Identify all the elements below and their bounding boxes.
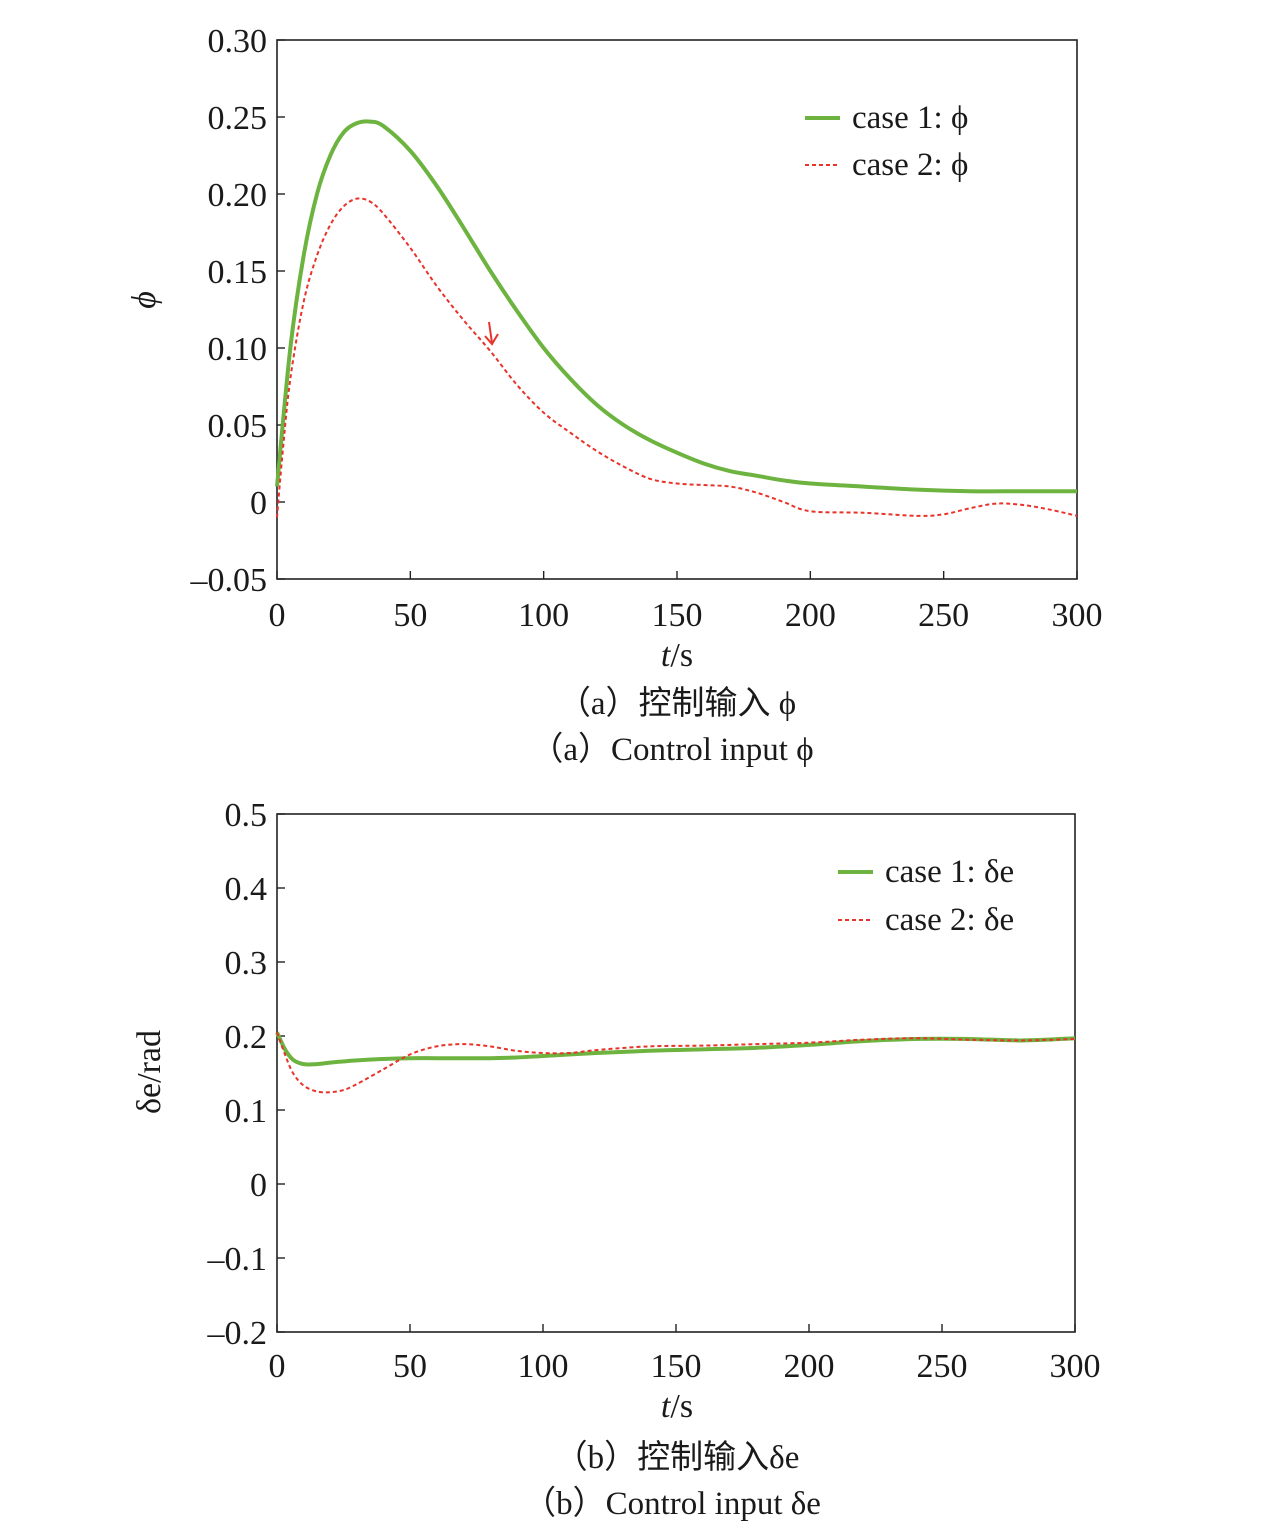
y-tick-label-b: –0.2 xyxy=(207,1315,268,1352)
x-tick-label-a: 100 xyxy=(518,597,569,634)
legend-entry-case1-b: case 1: δe xyxy=(885,854,1014,890)
plot-frame-b xyxy=(276,813,1076,1333)
y-tick-label-a: 0.05 xyxy=(208,408,268,445)
x-tick-label-a: 200 xyxy=(785,597,836,634)
y-tick-label-a: 0.30 xyxy=(208,23,268,60)
y-tick-label-a: 0.20 xyxy=(208,177,268,214)
legend-entry-case2-a: case 2: ϕ xyxy=(852,147,968,183)
caption-cn-a: （a）控制输入 ϕ xyxy=(558,685,796,722)
y-tick-label-a: 0.10 xyxy=(208,331,268,368)
x-tick-label-a: 300 xyxy=(1052,597,1103,634)
caption-en-a: （a）Control input ϕ xyxy=(530,732,813,768)
x-tick-label-b: 50 xyxy=(393,1348,427,1385)
x-tick-label-a: 0 xyxy=(269,597,286,634)
ticks-a: 0 50 100 150 200 250 300–0.0500.050.100.150.20… xyxy=(190,23,1103,634)
caption-en-b: （b）Control input δe xyxy=(523,1486,821,1522)
y-tick-label-a: 0 xyxy=(250,485,267,522)
series-lines-b xyxy=(275,1031,1076,1094)
x-tick-label-b: 150 xyxy=(651,1348,702,1385)
legend-b: case 1: δe case 2: δe xyxy=(838,854,1014,938)
y-tick-label-a: 0.15 xyxy=(208,254,268,291)
y-tick-label-b: 0.4 xyxy=(225,871,268,908)
y-tick-label-a: –0.05 xyxy=(190,562,268,599)
y-tick-label-b: 0.1 xyxy=(225,1093,268,1130)
x-tick-label-b: 200 xyxy=(784,1348,835,1385)
x-axis-label-b: t/s xyxy=(661,1388,693,1425)
y-axis-label-a: ϕ xyxy=(126,291,163,309)
series-line-case1-a xyxy=(275,119,1078,494)
legend-a: case 1: ϕ case 2: ϕ xyxy=(805,100,968,183)
series-lines-a xyxy=(275,119,1078,518)
x-tick-label-b: 250 xyxy=(917,1348,968,1385)
chart-panel-b: 0 50 100 150 200 250 300 –0.2 –0.1 0 0.1 0.2 0.3 0.4 0… xyxy=(131,797,1101,1522)
x-tick-label-b: 0 xyxy=(269,1348,286,1385)
x-tick-label-a: 250 xyxy=(918,597,969,634)
ticks-b: 0 50 100 150 200 250 300 –0.2 –0.1 0 0.1 0.2 0.3 0.4 0… xyxy=(207,797,1101,1385)
y-tick-label-b: –0.1 xyxy=(207,1241,268,1278)
caption-cn-b: （b）控制输入δe xyxy=(555,1439,800,1476)
annotation-arrow-a xyxy=(484,321,499,346)
y-tick-label-b: 0.2 xyxy=(225,1019,268,1056)
x-axis-label-a: t/s xyxy=(661,637,693,674)
x-tick-label-b: 300 xyxy=(1050,1348,1101,1385)
legend-entry-case1-a: case 1: ϕ xyxy=(852,100,968,136)
y-axis-label-b: δe/rad xyxy=(131,1030,168,1114)
x-tick-label-a: 50 xyxy=(393,597,427,634)
series-line-case1-b xyxy=(275,1031,1076,1067)
y-tick-label-b: 0.3 xyxy=(225,945,268,982)
chart-panel-a: 0 50 100 150 200 250 300–0.0500.050.100.150.20… xyxy=(126,23,1103,768)
y-tick-label-a: 0.25 xyxy=(208,100,268,137)
series-line-case2-b xyxy=(276,1031,1076,1094)
series-line-case2-a xyxy=(276,197,1078,518)
legend-entry-case2-b: case 2: δe xyxy=(885,902,1014,938)
y-tick-label-b: 0 xyxy=(250,1167,267,1204)
x-tick-label-b: 100 xyxy=(518,1348,569,1385)
x-tick-label-a: 150 xyxy=(652,597,703,634)
y-tick-label-b: 0.5 xyxy=(225,797,268,834)
